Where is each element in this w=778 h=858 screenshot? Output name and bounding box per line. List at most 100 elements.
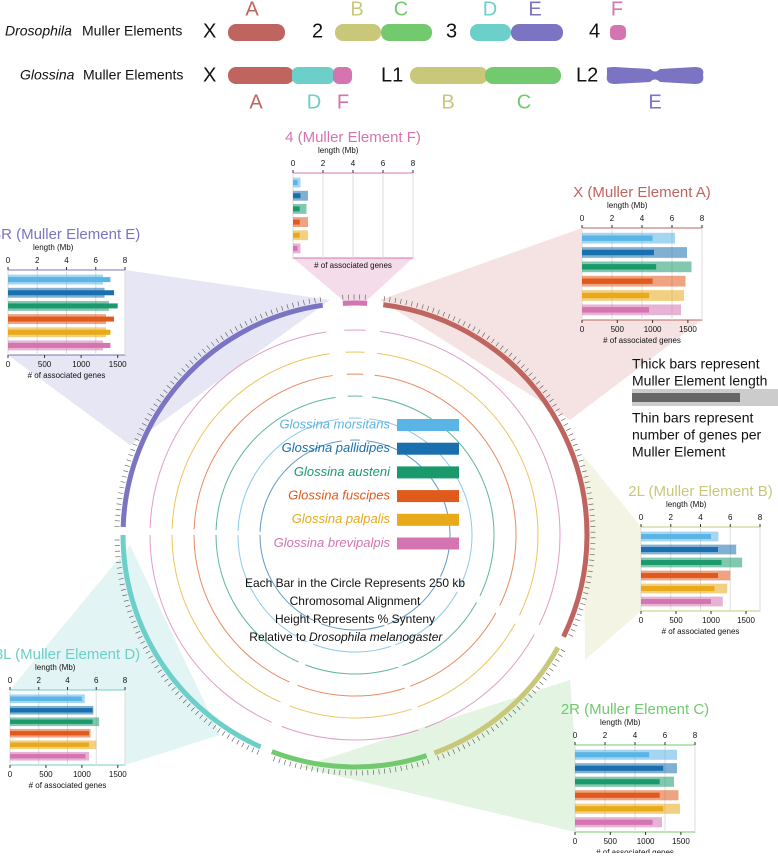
gene-bar bbox=[582, 235, 653, 240]
x-tick-label: 0 bbox=[573, 731, 578, 740]
x-tick-label: 2 bbox=[37, 676, 42, 685]
element-pill bbox=[607, 67, 704, 84]
gene-bar bbox=[641, 560, 722, 565]
x2-tick-label: 0 bbox=[6, 360, 11, 369]
gene-bar bbox=[293, 220, 300, 225]
gene-bar bbox=[641, 599, 711, 604]
element-pill bbox=[335, 24, 381, 41]
key-thin-bar bbox=[632, 393, 740, 402]
x-tick-label: 8 bbox=[700, 214, 705, 223]
inset-title: 2L (Muller Element B) bbox=[628, 483, 773, 500]
x-tick-label: 0 bbox=[639, 513, 644, 522]
x-tick-label: 4 bbox=[633, 731, 638, 740]
gene-bar bbox=[575, 779, 660, 784]
axis-label: # of associated genes bbox=[596, 848, 674, 853]
axis-label: length (Mb) bbox=[318, 146, 359, 155]
inset-title: 3L (Muller Element D) bbox=[0, 646, 140, 663]
x2-tick-label: 1500 bbox=[109, 770, 127, 779]
x-tick-label: 8 bbox=[758, 513, 763, 522]
gene-bar bbox=[293, 246, 298, 251]
axis-label: length (Mb) bbox=[35, 663, 76, 672]
track-baseline bbox=[305, 665, 398, 674]
x-tick-label: 4 bbox=[351, 159, 356, 168]
species-name: Glossina austeni bbox=[294, 464, 391, 479]
note: Relative to bbox=[249, 630, 306, 644]
gene-bar bbox=[293, 206, 300, 211]
element-letter: B bbox=[441, 91, 454, 113]
x2-tick-label: 1500 bbox=[109, 360, 127, 369]
key-text: Thin bars represent bbox=[632, 410, 754, 426]
element-pill bbox=[511, 24, 563, 41]
axis-label: # of associated genes bbox=[29, 781, 107, 790]
chromosome: 2 bbox=[312, 20, 323, 42]
gene-bar bbox=[641, 573, 718, 578]
gene-bar bbox=[582, 250, 654, 255]
species-name: Glossina brevipalpis bbox=[274, 535, 391, 550]
element-letter: A bbox=[249, 91, 263, 113]
gene-bar bbox=[582, 307, 649, 312]
track-baseline bbox=[289, 706, 411, 718]
gene-bar bbox=[8, 290, 114, 295]
gene-bar bbox=[575, 793, 660, 798]
x-tick-label: 2 bbox=[603, 731, 608, 740]
x2-tick-label: 500 bbox=[38, 360, 52, 369]
x-tick-label: 8 bbox=[123, 676, 128, 685]
gene-bar bbox=[641, 547, 718, 552]
chromosome: 3 bbox=[446, 20, 457, 42]
row-label: Muller Elements bbox=[82, 23, 182, 39]
x2-tick-label: 500 bbox=[39, 770, 53, 779]
x-tick-label: 8 bbox=[123, 256, 128, 265]
x2-tick-label: 0 bbox=[8, 770, 13, 779]
chromosome: L2 bbox=[576, 64, 598, 86]
header: Drosophila Muller Elements X 2 3 4 A B C… bbox=[5, 0, 703, 113]
gene-bar bbox=[641, 534, 711, 539]
axis-label: # of associated genes bbox=[314, 261, 392, 270]
note: Chromosomal Alignment bbox=[290, 594, 421, 608]
x-tick-label: 2 bbox=[610, 214, 615, 223]
note: Each Bar in the Circle Represents 250 kb bbox=[245, 576, 465, 590]
x-tick-label: 6 bbox=[670, 214, 675, 223]
axis-label: # of associated genes bbox=[28, 371, 106, 380]
axis-label: # of associated genes bbox=[662, 627, 740, 636]
element-letter: C bbox=[517, 91, 531, 113]
species-name: Glossina fuscipes bbox=[288, 488, 390, 503]
track-baseline bbox=[313, 644, 391, 652]
x2-tick-label: 1500 bbox=[672, 837, 690, 846]
gene-bar bbox=[575, 806, 663, 811]
gene-bar bbox=[293, 233, 300, 238]
species-swatch bbox=[397, 443, 459, 455]
x-tick-label: 2 bbox=[35, 256, 40, 265]
element-letter: A bbox=[245, 0, 259, 20]
track-baseline bbox=[297, 685, 404, 696]
axis-label: length (Mb) bbox=[600, 718, 641, 727]
element-pill bbox=[485, 67, 561, 84]
x-tick-label: 6 bbox=[663, 731, 668, 740]
element-pill bbox=[333, 67, 352, 84]
x2-tick-label: 0 bbox=[639, 616, 644, 625]
species-swatch bbox=[397, 419, 459, 431]
axis-label: length (Mb) bbox=[666, 500, 707, 509]
x2-tick-label: 1000 bbox=[644, 325, 662, 334]
x2-tick-label: 1000 bbox=[73, 770, 91, 779]
x-tick-label: 0 bbox=[8, 676, 13, 685]
x2-tick-label: 0 bbox=[573, 837, 578, 846]
x2-tick-label: 1500 bbox=[737, 616, 755, 625]
element-letter: C bbox=[394, 0, 408, 20]
x2-tick-label: 500 bbox=[604, 837, 618, 846]
x-tick-label: 0 bbox=[6, 256, 11, 265]
x-tick-label: 8 bbox=[693, 731, 698, 740]
species-name: Glossina pallidipes bbox=[282, 440, 391, 455]
center-notes: Each Bar in the Circle Represents 250 kb… bbox=[245, 576, 465, 644]
species-swatch bbox=[397, 538, 459, 550]
x2-tick-label: 1000 bbox=[72, 360, 90, 369]
element-pill bbox=[381, 24, 432, 41]
x2-tick-label: 1000 bbox=[702, 616, 720, 625]
x-tick-label: 0 bbox=[580, 214, 585, 223]
chromosome: X bbox=[203, 64, 216, 86]
gene-bar bbox=[10, 754, 85, 758]
chromosome: 4 bbox=[589, 20, 600, 42]
x-tick-label: 4 bbox=[64, 256, 69, 265]
note-species: Drosophila melanogaster bbox=[309, 630, 443, 644]
